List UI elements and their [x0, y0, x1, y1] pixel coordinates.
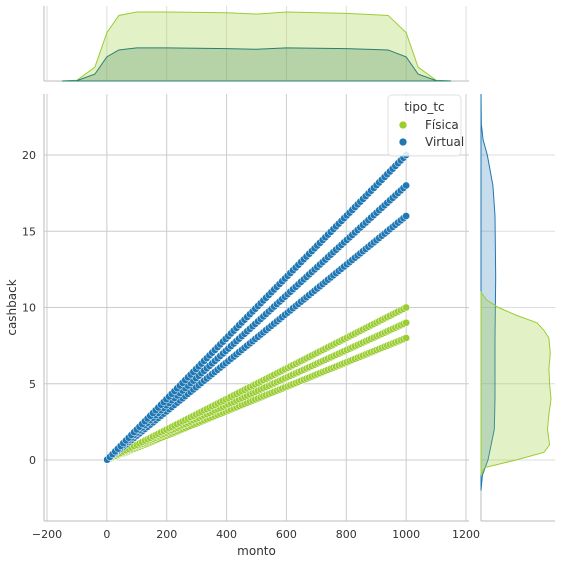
legend-label-virtual: Virtual	[425, 135, 464, 149]
scatter-point	[402, 318, 410, 327]
series-fisica	[103, 303, 410, 464]
x-tick-label: 200	[156, 528, 177, 541]
legend-label-fisica: Física	[425, 118, 459, 132]
y-tick-label: 10	[22, 302, 36, 315]
scatter-point	[402, 303, 410, 312]
x-tick-label: 600	[276, 528, 297, 541]
main-scatter-plot: −200 0 200 400 600 800 1000 1200 0 5 10 15 20 monto ca…	[5, 94, 480, 558]
x-axis-title: monto	[237, 544, 276, 558]
legend-marker-virtual	[398, 137, 408, 147]
x-tick-label: 0	[103, 528, 110, 541]
y-axis-title: cashback	[5, 279, 19, 335]
x-tick-label: 800	[336, 528, 357, 541]
top-kde-virtual	[61, 47, 452, 82]
legend-marker-fisica	[398, 120, 408, 130]
legend: tipo_tc Física Virtual	[387, 94, 464, 157]
scatter-point	[402, 181, 410, 190]
x-tick-label: 1000	[392, 528, 420, 541]
right-kde-fisica	[480, 290, 552, 476]
y-tick-label: 20	[22, 149, 36, 162]
legend-title: tipo_tc	[404, 100, 444, 114]
scatter-point	[402, 212, 410, 220]
right-kde-virtual	[480, 93, 497, 491]
x-tick-label: −200	[32, 528, 62, 541]
x-tick-label: 400	[216, 528, 237, 541]
top-marginal-kde	[43, 6, 469, 82]
y-tick-label: 15	[22, 225, 36, 238]
y-tick-label: 0	[29, 454, 36, 467]
y-tick-label: 5	[29, 378, 36, 391]
series-virtual	[103, 151, 410, 464]
top-kde-fisica	[61, 11, 452, 82]
right-marginal-kde	[480, 93, 555, 522]
x-tick-label: 1200	[452, 528, 480, 541]
scatter-point	[402, 334, 410, 342]
